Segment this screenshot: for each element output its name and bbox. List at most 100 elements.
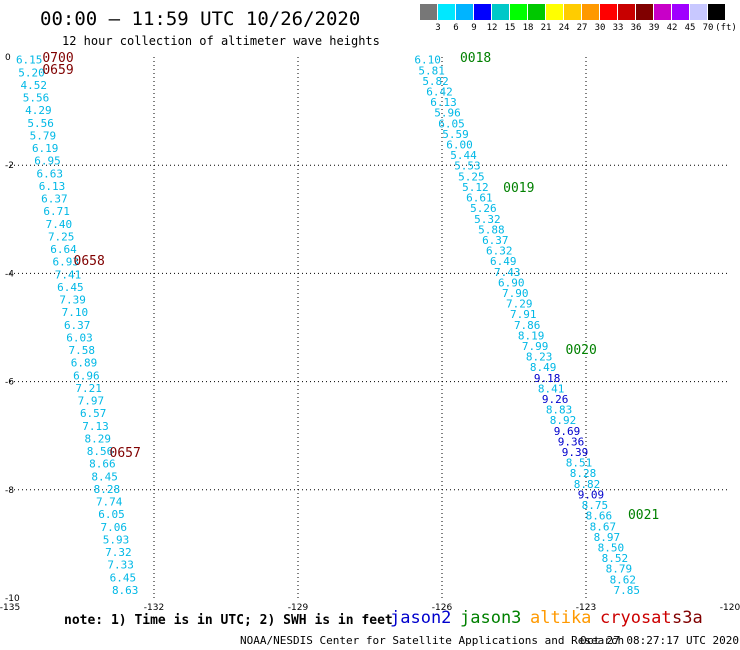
legend-swatch: [528, 4, 545, 20]
wave-height-label: 6.32: [486, 245, 513, 258]
wave-height-label: 8.75: [582, 499, 609, 512]
legend-label: 24: [558, 23, 570, 33]
color-legend: 3 6 9 12 15 18 21 24 27 30 33 36 39 42 45 70 (ft): [420, 4, 737, 36]
wave-height-label: 8.92: [550, 414, 577, 427]
wave-height-label: 5.79: [30, 129, 57, 142]
footer-note: note: 1) Time is in UTC; 2) SWH is in fe…: [64, 613, 393, 628]
wave-height-label: 7.06: [101, 521, 128, 534]
legend-label: (ft): [715, 23, 737, 33]
wave-height-label: 6.49: [490, 255, 517, 268]
wave-height-label: 6.37: [64, 319, 91, 332]
legend-swatch: [600, 4, 617, 20]
wave-height-label: 4.29: [25, 104, 52, 117]
wave-height-label: 8.28: [94, 483, 121, 496]
wave-height-label: 5.25: [458, 170, 485, 183]
wave-height-label: 6.13: [430, 96, 457, 109]
wave-height-label: 8.66: [89, 458, 116, 471]
legend-label: 70: [702, 23, 714, 33]
wave-height-label: 7.97: [78, 395, 105, 408]
wave-height-label: 8.19: [518, 329, 545, 342]
wave-height-label: 8.28: [570, 467, 597, 480]
legend-swatch: [546, 4, 563, 20]
wave-height-label: 7.29: [506, 298, 533, 311]
wave-height-label: 8.83: [546, 404, 573, 417]
legend-swatch: [492, 4, 509, 20]
wave-height-label: 7.39: [59, 294, 86, 307]
wave-height-label: 7.91: [510, 308, 537, 321]
wave-height-label: 8.51: [566, 457, 593, 470]
legend-label: 12: [486, 23, 498, 33]
legend-swatch: [708, 4, 725, 20]
legend-label: 27: [576, 23, 588, 33]
wave-height-label: 5.56: [23, 92, 50, 105]
wave-height-label: 5.96: [434, 107, 461, 120]
x-tick-label: -135: [0, 603, 20, 613]
wave-height-label: 6.89: [71, 357, 98, 370]
wave-height-label: 7.40: [46, 218, 73, 231]
wave-height-label: 7.32: [105, 546, 132, 559]
legend-label: 18: [522, 23, 534, 33]
wave-height-label: 6.42: [426, 86, 453, 99]
wave-height-label: 9.69: [554, 425, 581, 438]
wave-height-label: 7.90: [502, 287, 529, 300]
wave-height-label: 8.63: [112, 584, 139, 597]
wave-height-label: 8.52: [602, 552, 629, 565]
wave-height-label: 9.18: [534, 372, 561, 385]
wave-height-label: 8.50: [598, 541, 625, 554]
legend-swatch: [618, 4, 635, 20]
legend-label: 15: [504, 23, 516, 33]
wave-height-label: 6.15: [16, 54, 43, 67]
wave-height-label: 8.67: [590, 520, 617, 533]
legend-label: 30: [594, 23, 606, 33]
y-tick-label: -6: [5, 378, 14, 388]
wave-height-label: 6.96: [73, 369, 100, 382]
legend-label: 45: [684, 23, 696, 33]
legend-label: 6: [453, 23, 459, 33]
x-tick-label: -129: [288, 603, 309, 613]
wave-height-label: 9.09: [578, 488, 605, 501]
wave-height-label: 9.39: [562, 446, 589, 459]
y-tick-label: -8: [5, 486, 14, 496]
wave-height-label: 8.56: [87, 445, 114, 458]
legend-swatch: [510, 4, 527, 20]
legend-swatch: [474, 4, 491, 20]
wave-height-label: 5.44: [450, 149, 477, 162]
x-tick-label: -126: [432, 603, 453, 613]
wave-height-label: 6.05: [98, 508, 125, 521]
time-label: 0659: [42, 63, 73, 78]
wave-height-label: 6.45: [57, 281, 84, 294]
wave-height-label: 7.21: [75, 382, 102, 395]
wave-height-label: 7.43: [494, 266, 521, 279]
wave-height-label: 8.97: [594, 531, 621, 544]
satellite-label-jason3: jason3: [460, 608, 522, 628]
wave-height-label: 9.26: [542, 393, 569, 406]
satellite-label-altika: altika: [530, 608, 592, 628]
time-label: 0018: [460, 51, 491, 66]
wave-height-label: 8.45: [91, 470, 118, 483]
satellite-label-jason2: jason2: [390, 608, 452, 628]
wave-height-label: 6.00: [446, 139, 473, 152]
legend-swatch: [456, 4, 473, 20]
y-tick-label: 0: [5, 53, 11, 63]
wave-height-label: 7.13: [82, 420, 109, 433]
wave-height-label: 6.64: [50, 243, 77, 256]
wave-height-label: 6.45: [110, 571, 137, 584]
legend-swatch: [654, 4, 671, 20]
wave-height-label: 8.29: [85, 432, 112, 445]
time-label: 0020: [566, 343, 597, 358]
wave-height-label: 5.26: [470, 202, 497, 215]
y-tick-label: -4: [5, 269, 14, 279]
legend-swatch: [672, 4, 689, 20]
wave-height-label: 7.85: [614, 584, 641, 597]
legend-swatch: [420, 4, 437, 20]
wave-height-label: 7.41: [55, 268, 82, 281]
x-tick-label: -123: [576, 603, 596, 613]
time-label: 0658: [74, 254, 105, 269]
legend-label: 42: [666, 23, 678, 33]
wave-height-label: 7.58: [69, 344, 96, 357]
wave-height-label: 7.25: [48, 230, 75, 243]
wave-height-label: 5.81: [418, 64, 445, 77]
wave-height-label: 6.93: [53, 256, 80, 269]
wave-height-label: 7.10: [62, 306, 89, 319]
wave-height-label: 6.19: [32, 142, 59, 155]
